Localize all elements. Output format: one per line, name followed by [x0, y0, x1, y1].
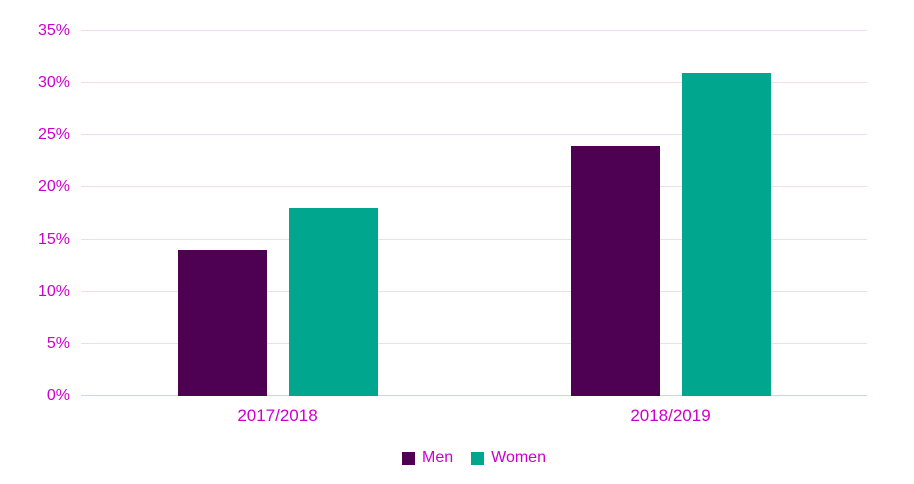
- legend-swatch-women: [471, 451, 485, 465]
- gridline-20pct: [81, 186, 867, 188]
- x-tick-label-2017-2018: 2017/2018: [237, 406, 318, 425]
- gridline-25pct: [81, 134, 867, 136]
- y-tick-label-5pct: 5%: [46, 334, 70, 352]
- gridline-5pct: [81, 342, 867, 344]
- y-axis: 0% 5% 10% 15% 20% 25% 30% 35%: [0, 22, 70, 404]
- legend-swatch-men: [402, 451, 416, 465]
- legend-label-men: Men: [422, 449, 454, 466]
- legend-item-men: Men: [402, 449, 453, 467]
- bar-group-2017-2018: [177, 31, 378, 396]
- gridline-30pct: [81, 82, 867, 84]
- bar-women-2017-2018: [288, 208, 378, 396]
- y-tick-label-25pct: 25%: [37, 126, 70, 144]
- bar-men-2017-2018: [177, 250, 267, 396]
- bar-men-2018-2019: [570, 145, 660, 396]
- y-tick-label-15pct: 15%: [37, 230, 70, 248]
- gridline-35pct: [81, 30, 867, 31]
- gridline-10pct: [81, 290, 867, 292]
- gridline-15pct: [81, 238, 867, 240]
- legend-label-women: Women: [491, 449, 546, 466]
- x-axis: 2017/2018 2018/2019: [81, 405, 867, 429]
- legend-item-women: Women: [471, 449, 546, 467]
- plot-area: [81, 30, 867, 396]
- bar-group-2018-2019: [570, 31, 771, 396]
- y-tick-label-10pct: 10%: [37, 282, 70, 300]
- y-tick-label-20pct: 20%: [37, 178, 70, 196]
- y-tick-label-30pct: 30%: [37, 74, 70, 92]
- y-tick-label-0pct: 0%: [46, 387, 70, 404]
- x-axis-line: [81, 395, 867, 396]
- legend: Men Women: [81, 449, 867, 467]
- y-tick-label-35pct: 35%: [37, 22, 70, 39]
- bar-women-2018-2019: [681, 72, 771, 396]
- x-tick-label-2018-2019: 2018/2019: [630, 406, 711, 425]
